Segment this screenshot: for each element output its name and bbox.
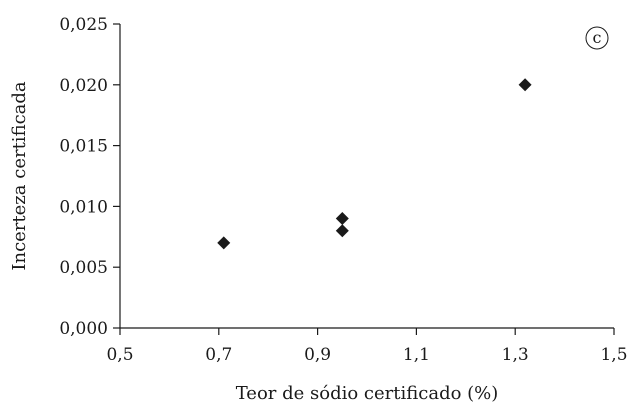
data-point-diamond — [518, 78, 532, 92]
x-axis-title: Teor de sódio certificado (%) — [236, 383, 499, 404]
x-tick-label: 1,3 — [502, 345, 529, 365]
x-ticks: 0,5 0,7 0,9 1,1 1,3 1,5 — [106, 328, 628, 365]
y-tick-label: 0,015 — [59, 137, 108, 157]
data-point-diamond — [335, 224, 349, 238]
y-tick-label: 0,005 — [59, 258, 108, 278]
x-tick-label: 0,5 — [106, 345, 133, 365]
panel-label-circle — [585, 26, 609, 50]
x-tick-label: 1,5 — [600, 345, 627, 365]
x-tick-label: 1,1 — [403, 345, 430, 365]
data-points — [217, 78, 532, 250]
y-tick-label: 0,000 — [59, 319, 108, 339]
panel-label: c — [585, 26, 609, 50]
plot-area: 0,000 0,005 0,010 0,015 0,020 0,025 0,5 0,7 0,9… — [59, 15, 627, 365]
x-tick-label: 0,7 — [205, 345, 232, 365]
y-tick-label: 0,025 — [59, 15, 108, 35]
y-tick-label: 0,010 — [59, 197, 108, 217]
y-axis-title: Incerteza certificada — [9, 81, 30, 271]
y-tick-label: 0,020 — [59, 76, 108, 96]
data-point-diamond — [217, 236, 231, 250]
panel-label-text: c — [593, 28, 602, 47]
y-ticks: 0,000 0,005 0,010 0,015 0,020 0,025 — [59, 15, 120, 339]
x-tick-label: 0,9 — [304, 345, 331, 365]
data-point-diamond — [335, 212, 349, 226]
